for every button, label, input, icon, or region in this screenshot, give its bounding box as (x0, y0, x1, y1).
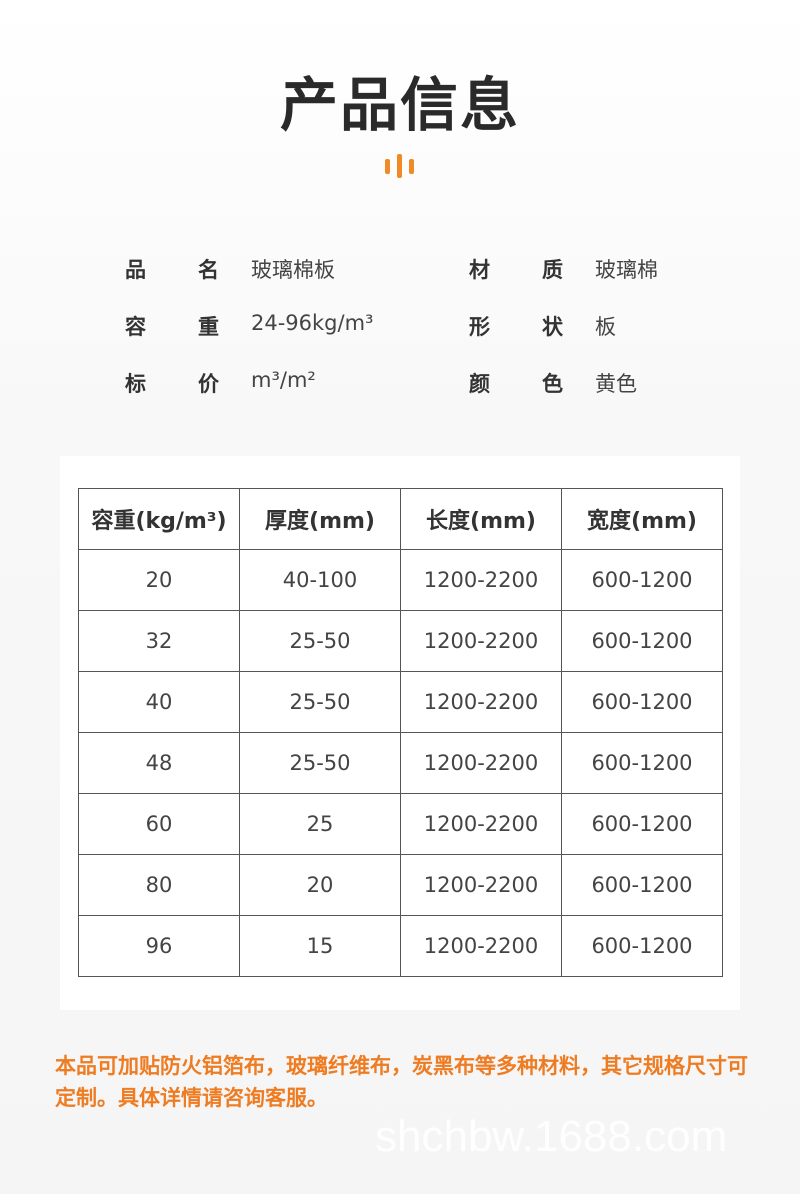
table-row: 96 15 1200-2200 600-1200 (78, 915, 723, 977)
table-cell: 600-1200 (561, 549, 723, 611)
table-cell: 15 (239, 915, 401, 977)
info-label: 形 (469, 315, 490, 339)
table-cell: 20 (78, 549, 240, 611)
info-label: 状 (542, 315, 563, 339)
table-cell: 600-1200 (561, 915, 723, 977)
table-cell: 25-50 (239, 671, 401, 733)
table-cell: 600-1200 (561, 854, 723, 916)
info-value: 板 (595, 315, 616, 339)
table-cell: 25-50 (239, 610, 401, 672)
table-cell: 1200-2200 (400, 793, 562, 855)
table-cell: 600-1200 (561, 671, 723, 733)
info-value: 玻璃棉 (595, 258, 658, 282)
table-cell: 40-100 (239, 549, 401, 611)
info-label: 颜 (469, 372, 490, 396)
info-value: m³/m² (251, 368, 316, 392)
table-cell: 600-1200 (561, 793, 723, 855)
table-cell: 1200-2200 (400, 915, 562, 977)
table-cell: 25 (239, 793, 401, 855)
table-row: 80 20 1200-2200 600-1200 (78, 854, 723, 916)
decorative-bars-icon (385, 154, 415, 178)
spec-table: 容重(kg/m³) 厚度(mm) 长度(mm) 宽度(mm) 20 40-100 1200… (78, 488, 723, 977)
table-cell: 80 (78, 854, 240, 916)
table-cell: 25-50 (239, 732, 401, 794)
table-cell: 40 (78, 671, 240, 733)
info-label: 材 (469, 258, 490, 282)
column-header: 容重(kg/m³) (78, 488, 240, 550)
table-row: 60 25 1200-2200 600-1200 (78, 793, 723, 855)
info-label: 价 (198, 372, 219, 396)
table-row: 20 40-100 1200-2200 600-1200 (78, 549, 723, 611)
column-header: 厚度(mm) (239, 488, 401, 550)
column-header: 宽度(mm) (561, 488, 723, 550)
info-value: 24-96kg/m³ (251, 311, 374, 335)
table-row: 32 25-50 1200-2200 600-1200 (78, 610, 723, 672)
info-label: 容 (125, 315, 146, 339)
table-cell: 1200-2200 (400, 610, 562, 672)
table-cell: 48 (78, 732, 240, 794)
table-cell: 1200-2200 (400, 671, 562, 733)
table-cell: 96 (78, 915, 240, 977)
info-label: 质 (542, 258, 563, 282)
table-cell: 32 (78, 610, 240, 672)
table-row: 48 25-50 1200-2200 600-1200 (78, 732, 723, 794)
info-label: 标 (125, 372, 146, 396)
info-value: 玻璃棉板 (251, 258, 335, 282)
table-row: 40 25-50 1200-2200 600-1200 (78, 671, 723, 733)
table-cell: 1200-2200 (400, 549, 562, 611)
table-cell: 60 (78, 793, 240, 855)
watermark: shchbw.1688.com (375, 1112, 728, 1161)
table-cell: 600-1200 (561, 732, 723, 794)
info-label: 色 (542, 372, 563, 396)
info-label: 重 (198, 315, 219, 339)
info-label: 名 (198, 258, 219, 282)
table-cell: 1200-2200 (400, 854, 562, 916)
table-cell: 600-1200 (561, 610, 723, 672)
info-value: 黄色 (595, 372, 637, 396)
table-cell: 1200-2200 (400, 732, 562, 794)
info-label: 品 (125, 258, 146, 282)
note-text: 本品可加贴防火铝箔布，玻璃纤维布，炭黑布等多种材料，其它规格尺寸可定制。具体详情… (55, 1054, 748, 1110)
column-header: 长度(mm) (400, 488, 562, 550)
page-title: 产品信息 (279, 71, 520, 139)
table-cell: 20 (239, 854, 401, 916)
